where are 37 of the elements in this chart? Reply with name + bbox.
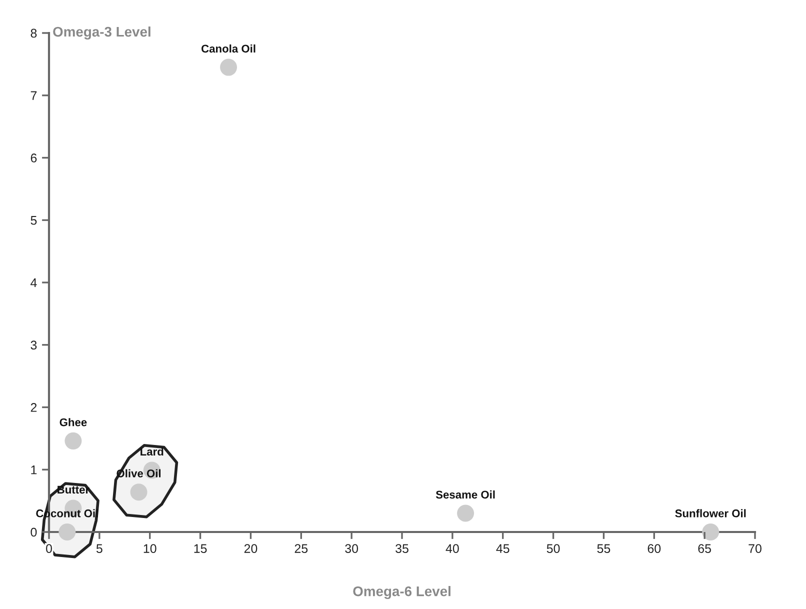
x-tick-label: 20 bbox=[244, 544, 258, 553]
x-tick-label: 15 bbox=[194, 544, 207, 553]
x-tick-label: 55 bbox=[597, 544, 610, 553]
x-tick-label: 60 bbox=[648, 544, 661, 553]
x-tick-label: 45 bbox=[496, 544, 510, 553]
y-tick-label: 6 bbox=[30, 154, 37, 162]
x-tick-label: 50 bbox=[546, 544, 560, 553]
point bbox=[64, 432, 82, 450]
y-axis-title: Omega-3 Level bbox=[53, 26, 150, 40]
y-tick-label: 4 bbox=[30, 278, 37, 288]
y-tick-label: 5 bbox=[30, 216, 37, 225]
point bbox=[220, 58, 238, 76]
point bbox=[702, 523, 720, 541]
x-axis-title: Omega-6 Level bbox=[353, 586, 450, 600]
x-tick-label: 0 bbox=[46, 544, 52, 553]
x-tick-label: 30 bbox=[345, 544, 358, 553]
annotation: Sunflower Oil bbox=[675, 509, 746, 518]
x-tick-label: 65 bbox=[698, 544, 711, 553]
annotation: Canola Oil bbox=[202, 44, 256, 53]
annotation: Sesame Oil bbox=[436, 490, 495, 499]
x-tick-label: 40 bbox=[446, 544, 459, 553]
y-tick-label: 3 bbox=[30, 340, 37, 350]
y-tick-label: 0 bbox=[30, 528, 37, 537]
x-tick-label: 10 bbox=[144, 544, 156, 553]
point bbox=[457, 504, 474, 522]
y-tick-label: 8 bbox=[30, 28, 37, 38]
point bbox=[130, 484, 148, 501]
y-tick-label: 2 bbox=[30, 403, 37, 412]
annotation: Lard bbox=[140, 447, 164, 456]
x-tick-label: 35 bbox=[396, 544, 408, 553]
annotation: Ghee bbox=[60, 418, 87, 426]
x-tick-label: 70 bbox=[748, 544, 762, 553]
y-tick-label: 7 bbox=[30, 91, 37, 100]
x-tick-label: 25 bbox=[294, 544, 308, 553]
x-tick-label: 5 bbox=[96, 544, 102, 553]
y-tick-label: 1 bbox=[31, 466, 37, 474]
point bbox=[58, 523, 76, 541]
